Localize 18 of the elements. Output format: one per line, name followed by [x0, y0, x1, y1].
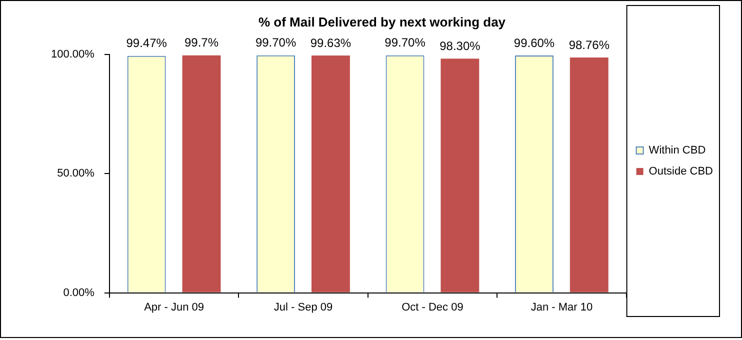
data-label: 99.47%	[126, 36, 168, 50]
legend-label: Outside CBD	[648, 166, 714, 178]
y-tick-label: 100.00%	[50, 48, 95, 61]
y-tick-label: 50.00%	[57, 168, 95, 180]
data-label: 99.70%	[255, 36, 296, 50]
x-tick-label: Jan - Mar 10	[530, 301, 593, 314]
chart-title: % of Mail Delivered by next working day	[258, 14, 506, 30]
data-label: 98.30%	[440, 38, 481, 53]
data-label: 99.60%	[514, 36, 555, 50]
x-tick-label: Jul - Sep 09	[274, 301, 333, 314]
data-label: 99.7%	[184, 36, 219, 50]
y-tick-label: 0.00%	[63, 286, 95, 299]
x-tick-label: Oct - Dec 09	[402, 301, 464, 314]
data-label: 99.63%	[310, 36, 352, 50]
legend-label: Within CBD	[648, 144, 706, 157]
x-tick-label: Apr - Jun 09	[144, 301, 204, 314]
data-label: 99.70%	[384, 36, 426, 50]
data-label: 98.76%	[568, 38, 610, 52]
